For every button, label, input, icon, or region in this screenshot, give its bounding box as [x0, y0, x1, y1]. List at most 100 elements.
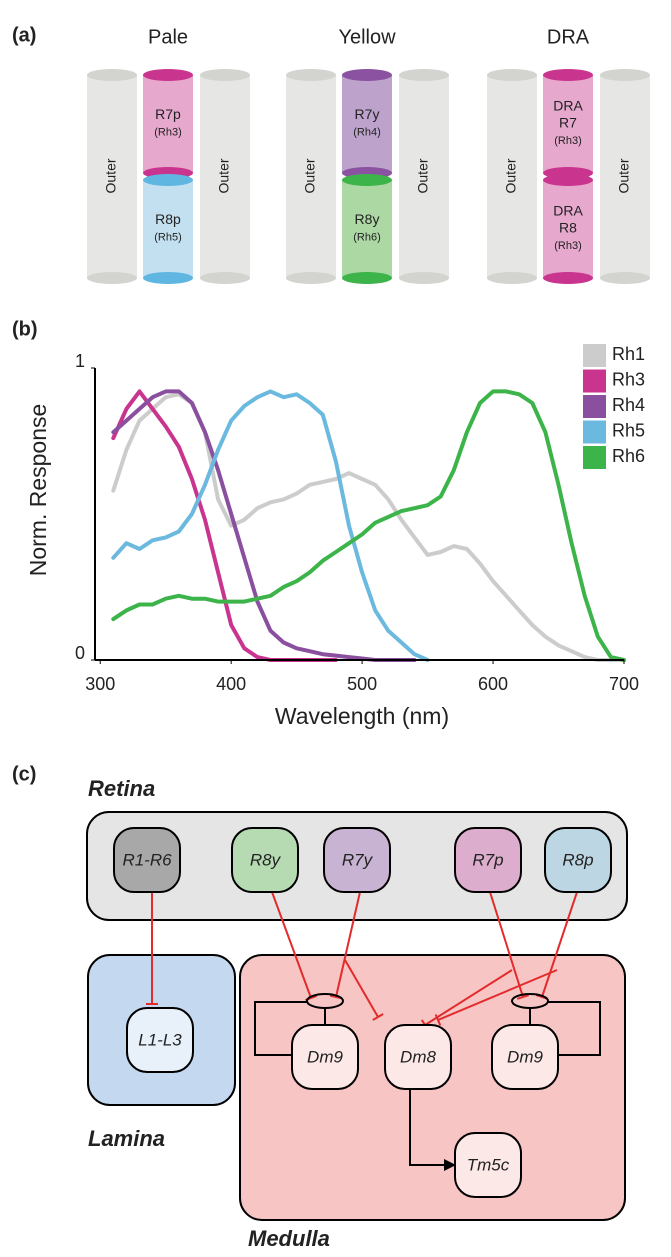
outer-label: Outer — [103, 158, 119, 193]
cell-node — [454, 827, 522, 893]
receptor-label: DRA — [553, 98, 583, 114]
cell-node — [384, 1024, 452, 1090]
receptor-label: (Rh3) — [554, 135, 582, 147]
cell-node — [454, 1132, 522, 1198]
cell-label: R1-R6 — [122, 850, 172, 869]
cylinder-end — [286, 272, 336, 284]
legend-swatch — [583, 395, 606, 418]
outer-label: Outer — [616, 158, 632, 193]
receptor-label: R7 — [559, 115, 577, 131]
cylinder-body — [143, 180, 193, 278]
spectrum-line — [111, 389, 626, 662]
connector — [254, 1001, 307, 1056]
cylinder-body — [286, 75, 336, 278]
cylinder-body — [143, 75, 193, 173]
cell-label: R7y — [342, 850, 374, 869]
x-axis-label: Wavelength (nm) — [275, 703, 449, 729]
panel-label: (a) — [12, 24, 36, 46]
receptor-label: R7y — [355, 106, 380, 122]
region-label: Retina — [88, 776, 155, 801]
cylinder-end — [487, 272, 537, 284]
cell-node — [113, 827, 181, 893]
cylinder-body — [200, 75, 250, 278]
inhibitory-head — [516, 994, 530, 1000]
legend-label: Rh3 — [612, 369, 645, 389]
x-tick-label: 700 — [609, 674, 639, 694]
spectrum-line — [111, 389, 430, 662]
cylinder-end — [543, 174, 593, 186]
cylinder-end — [143, 69, 193, 81]
cell-node — [231, 827, 299, 893]
inhibitory-connection — [271, 891, 312, 999]
legend-label: Rh5 — [612, 420, 645, 440]
legend-label: Rh1 — [612, 344, 645, 364]
receptor-label: R8y — [355, 211, 380, 227]
cylinder-end — [200, 272, 250, 284]
outer-label: Outer — [216, 158, 232, 193]
inhibitory-connection — [489, 891, 524, 998]
cylinder-end — [399, 69, 449, 81]
receptor-label: (Rh6) — [353, 231, 381, 243]
connector — [548, 1001, 601, 1056]
x-tick-label: 600 — [478, 674, 508, 694]
cell-node — [291, 1024, 359, 1090]
outer-label: Outer — [302, 158, 318, 193]
legend-swatch — [583, 369, 606, 393]
cell-label: Dm8 — [400, 1047, 436, 1066]
cylinder-end — [342, 174, 392, 186]
cell-node — [126, 1007, 194, 1073]
cylinder-end — [87, 69, 137, 81]
cell-node — [323, 827, 391, 893]
cylinder-end — [342, 69, 392, 81]
inhibitory-connection — [335, 891, 361, 998]
legend-swatch — [583, 344, 606, 367]
arrowhead — [444, 1159, 456, 1171]
cylinder-body — [399, 75, 449, 278]
synapse — [306, 993, 344, 1009]
y-tick-label: 1 — [75, 351, 85, 371]
y-tick-label: 0 — [75, 643, 85, 663]
cylinder-end — [543, 272, 593, 284]
connector — [409, 1085, 448, 1166]
legend-swatch — [583, 420, 606, 444]
receptor-label: R8 — [559, 220, 577, 236]
cell-label: Dm9 — [307, 1047, 343, 1066]
spectrum-line — [111, 389, 417, 662]
cell-label: R8y — [250, 850, 282, 869]
receptor-label: (Rh3) — [554, 240, 582, 252]
panel-label: (c) — [12, 763, 36, 785]
cylinder-end — [487, 69, 537, 81]
receptor-label: DRA — [553, 203, 583, 219]
receptor-label: R8p — [155, 211, 181, 227]
outer-label: Outer — [415, 158, 431, 193]
cell-node — [544, 827, 612, 893]
group-title: DRA — [547, 26, 590, 48]
inhibitory-head — [434, 1014, 442, 1026]
cylinder-end — [600, 69, 650, 81]
inhibitory-connection — [424, 969, 513, 1026]
cell-label: L1-L3 — [138, 1030, 182, 1049]
inhibitory-connection — [437, 969, 558, 1021]
synapse — [511, 993, 549, 1009]
cylinder-body — [342, 180, 392, 278]
x-tick-label: 300 — [85, 674, 115, 694]
cylinder-end — [143, 272, 193, 284]
inhibitory-head — [372, 1013, 384, 1021]
cylinder-body — [487, 75, 537, 278]
cylinder-end — [399, 272, 449, 284]
legend-label: Rh6 — [612, 446, 645, 466]
cylinder-end — [87, 272, 137, 284]
cylinder-body — [600, 75, 650, 278]
cell-label: R7p — [472, 850, 503, 869]
region-label: Medulla — [248, 1226, 330, 1251]
y-axis-label: Norm. Response — [25, 404, 51, 577]
cylinder-body — [342, 75, 392, 173]
group-title: Pale — [148, 26, 188, 48]
cylinder-end — [143, 174, 193, 186]
cell-node — [491, 1024, 559, 1090]
cylinder-end — [543, 69, 593, 81]
cylinder-body — [87, 75, 137, 278]
cylinder-body — [543, 75, 593, 173]
cylinder-end — [286, 69, 336, 81]
inhibitory-connection — [344, 959, 379, 1018]
